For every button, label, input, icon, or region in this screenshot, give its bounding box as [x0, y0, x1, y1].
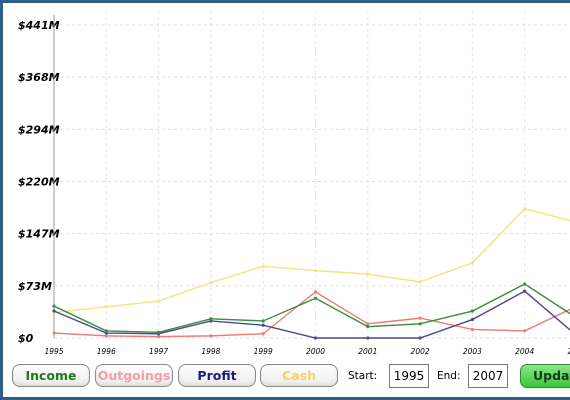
- x-tick-label: 1997: [149, 347, 168, 356]
- income-button[interactable]: Income: [12, 364, 90, 387]
- data-point-cash: [209, 281, 213, 285]
- data-point-profit: [366, 336, 370, 340]
- data-point-income: [209, 317, 213, 321]
- line-chart: $0 $73M $147M $220M $294M $368M $441M 1995 1996 1…: [18, 11, 570, 356]
- x-tick-label: 2002: [411, 347, 430, 356]
- x-tick-label: 2004: [515, 347, 534, 356]
- data-point-profit: [261, 323, 265, 327]
- x-tick-label: 1999: [254, 347, 273, 356]
- x-tick-label: 1998: [201, 347, 220, 356]
- data-point-outgoings: [523, 329, 527, 333]
- y-tick-label: $441M: [18, 19, 60, 32]
- x-tick-label: 2000: [306, 347, 325, 356]
- profit-button[interactable]: Profit: [178, 364, 256, 387]
- y-tick-label: $73M: [18, 280, 52, 293]
- data-point-profit: [52, 309, 56, 313]
- data-point-outgoings: [209, 334, 213, 338]
- data-point-outgoings: [104, 334, 108, 338]
- data-point-cash: [366, 272, 370, 276]
- data-point-cash: [104, 305, 108, 309]
- cash-button[interactable]: Cash: [260, 364, 338, 387]
- data-point-outgoings: [418, 316, 422, 320]
- data-point-profit: [418, 336, 422, 340]
- data-point-income: [104, 329, 108, 333]
- end-year-input[interactable]: 2007: [468, 364, 508, 388]
- data-point-outgoings: [366, 322, 370, 326]
- data-point-outgoings: [313, 290, 318, 294]
- update-button[interactable]: Update: [520, 364, 570, 388]
- data-point-cash: [418, 280, 422, 284]
- start-label: Start:: [348, 370, 378, 382]
- x-tick-label: 2005: [567, 347, 570, 356]
- data-point-cash: [470, 261, 474, 265]
- data-point-outgoings: [261, 332, 265, 336]
- end-label: End:: [437, 370, 461, 382]
- series-line-outgoings: [53, 291, 570, 338]
- data-point-cash: [523, 207, 527, 211]
- data-point-income: [313, 296, 318, 300]
- x-tick-label: 1995: [44, 347, 63, 356]
- chart-controls: Income Outgoings Profit Cash Start: 1995…: [3, 358, 570, 397]
- y-tick-label: $0: [18, 332, 34, 345]
- y-tick-label: $294M: [18, 123, 60, 136]
- start-year-input[interactable]: 1995: [389, 364, 429, 388]
- data-point-outgoings: [157, 334, 161, 339]
- data-point-outgoings: [52, 331, 56, 335]
- y-tick-label: $368M: [18, 71, 60, 84]
- data-point-income: [52, 304, 56, 308]
- x-tick-label: 1996: [97, 347, 116, 356]
- x-tick-label: 2001: [358, 347, 377, 356]
- data-point-profit: [313, 336, 318, 340]
- data-point-income: [157, 330, 161, 334]
- series-line-cash: [53, 208, 570, 314]
- data-point-income: [418, 322, 422, 326]
- data-point-cash: [261, 264, 265, 268]
- data-point-profit: [523, 289, 527, 293]
- data-point-profit: [470, 317, 474, 322]
- outgoings-button[interactable]: Outgoings: [95, 364, 173, 387]
- data-point-cash: [157, 299, 161, 303]
- data-point-income: [470, 309, 474, 313]
- data-point-income: [366, 325, 370, 329]
- data-point-cash: [313, 268, 318, 273]
- data-point-income: [523, 282, 527, 286]
- data-point-income: [261, 319, 265, 323]
- data-point-outgoings: [470, 327, 474, 332]
- y-tick-label: $220M: [18, 176, 60, 189]
- y-tick-label: $147M: [18, 228, 60, 241]
- x-tick-label: 2003: [463, 347, 482, 356]
